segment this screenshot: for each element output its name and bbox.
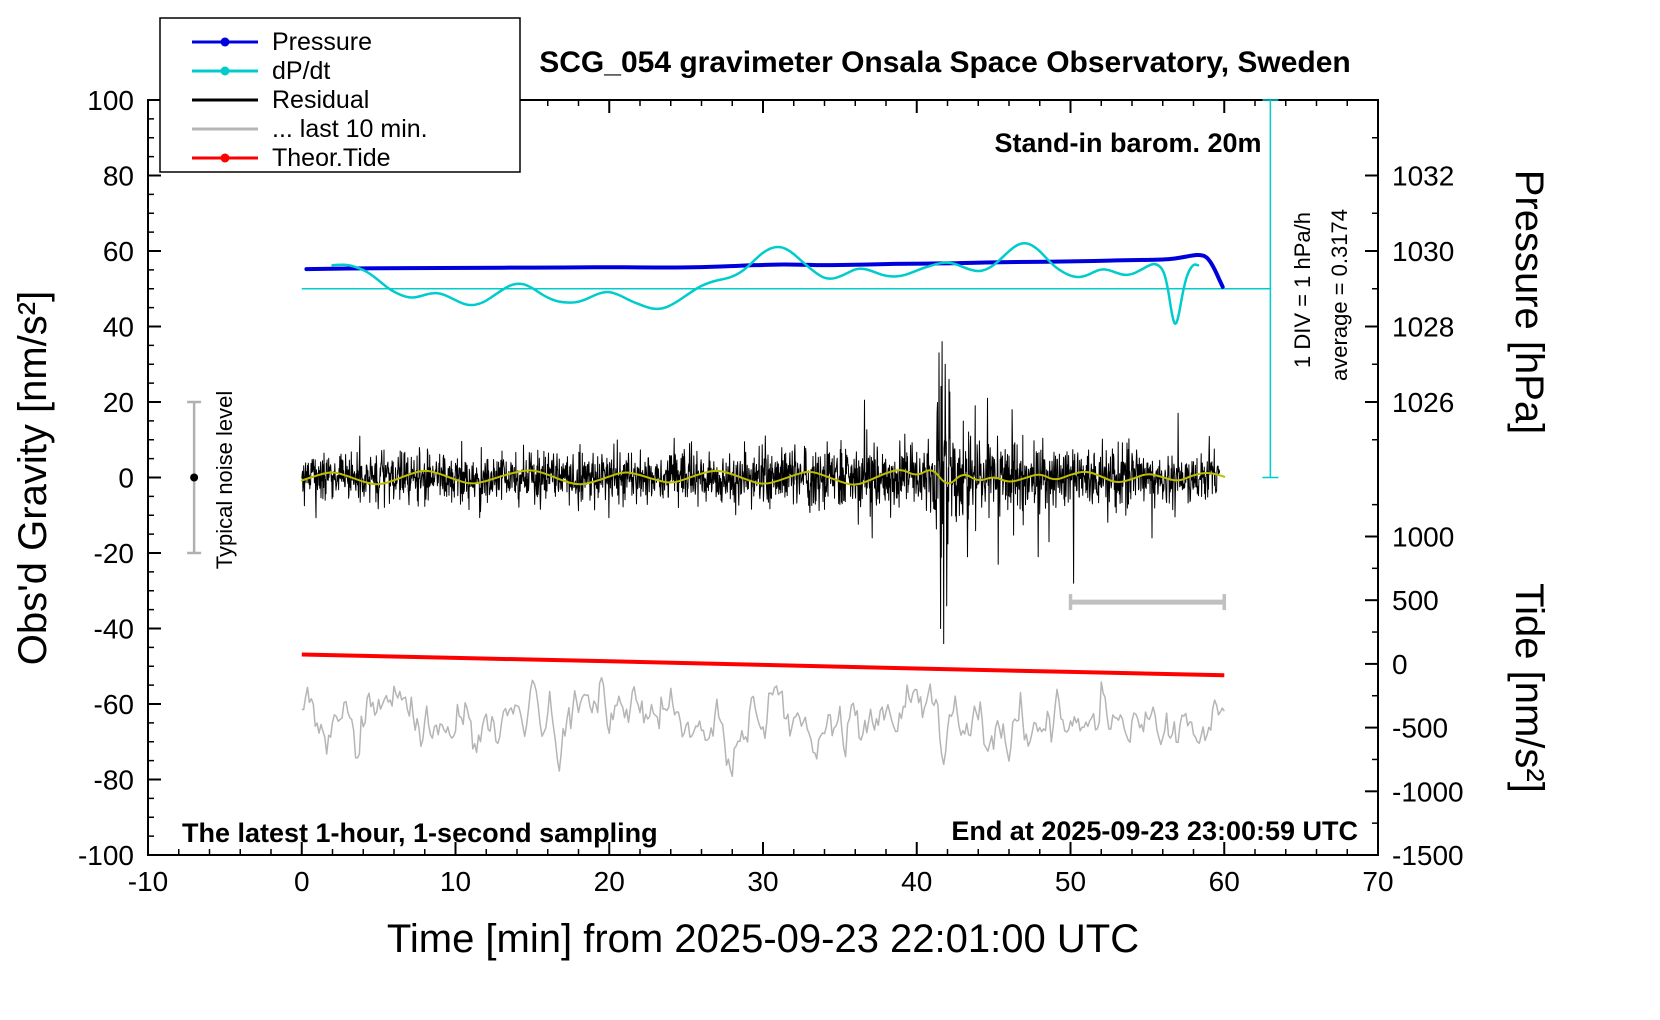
tick-label: -1000: [1392, 776, 1464, 807]
tick-label: 50: [1055, 866, 1086, 897]
tick-label: 40: [901, 866, 932, 897]
average-annotation: average = 0.3174: [1327, 209, 1352, 381]
sampling-annotation: The latest 1-hour, 1-second sampling: [182, 818, 658, 848]
series-last-10-min: [301, 676, 1225, 778]
tick-label: 30: [747, 866, 778, 897]
tick-label: 1032: [1392, 161, 1454, 192]
series-residual-smoothed: [300, 469, 1226, 486]
legend-box: [159, 17, 521, 173]
legend-item-label: dP/dt: [272, 57, 330, 85]
pressure-axis-label: Pressure [hPa]: [1507, 170, 1551, 435]
series-layer: [300, 242, 1226, 778]
series-pressure: [304, 252, 1225, 289]
legend-item-label: ... last 10 min.: [272, 115, 428, 143]
tick-label: -500: [1392, 713, 1448, 744]
legend-marker-dot: [220, 66, 230, 76]
series-residual: [301, 341, 1221, 645]
series-theor-tide: [301, 652, 1225, 678]
stand-in-annotation: Stand-in barom. 20m: [994, 128, 1261, 158]
div-scale-annotation: 1 DIV = 1 hPa/h: [1290, 212, 1315, 368]
tick-label: 0: [294, 866, 310, 897]
tick-label: 100: [87, 85, 134, 116]
x-axis-label: Time [min] from 2025-09-23 22:01:00 UTC: [387, 917, 1139, 961]
legend-item-label: Residual: [272, 86, 369, 114]
reference-lines: [301, 99, 1279, 479]
legend-item-label: Theor.Tide: [272, 144, 391, 172]
tick-label: 60: [1209, 866, 1240, 897]
tick-label: 20: [594, 866, 625, 897]
legend-item-label: Pressure: [272, 28, 372, 56]
tick-label: 20: [103, 387, 134, 418]
markers-layer: [187, 400, 1226, 611]
tick-label: -60: [94, 689, 134, 720]
typical-noise-dot: [190, 473, 199, 482]
end-time-annotation: End at 2025-09-23 23:00:59 UTC: [951, 816, 1358, 846]
tick-label: 70: [1362, 866, 1393, 897]
tick-label: 500: [1392, 585, 1439, 616]
legend-marker-dot: [220, 37, 230, 47]
tick-label: 1030: [1392, 236, 1454, 267]
tide-axis-label: Tide [nm/s²]: [1507, 583, 1551, 793]
chart-title: SCG_054 gravimeter Onsala Space Observat…: [539, 46, 1351, 79]
tick-label: 1028: [1392, 312, 1454, 343]
tick-label: 40: [103, 312, 134, 343]
tick-label: -80: [94, 765, 134, 796]
tick-label: 0: [118, 463, 134, 494]
tick-label: -20: [94, 538, 134, 569]
tick-label: 80: [103, 161, 134, 192]
axis-ticks: -10 0 10 20 30 40 50 60 70-100-80-60-40-20020406…: [78, 85, 1464, 897]
tick-label: 1026: [1392, 387, 1454, 418]
tick-label: 10: [440, 866, 471, 897]
y-left-axis-label: Obs'd Gravity [nm/s²]: [11, 291, 55, 665]
tick-label: -1500: [1392, 840, 1464, 871]
tick-label: 0: [1392, 649, 1408, 680]
tick-label: -100: [78, 840, 134, 871]
tick-label: 1000: [1392, 522, 1454, 553]
noise-level-annotation: Typical noise level: [212, 391, 237, 570]
tick-label: -40: [94, 614, 134, 645]
series-dpdt: [331, 242, 1200, 325]
tick-label: -10: [128, 866, 168, 897]
tick-label: 60: [103, 236, 134, 267]
legend-marker-dot: [220, 153, 230, 163]
